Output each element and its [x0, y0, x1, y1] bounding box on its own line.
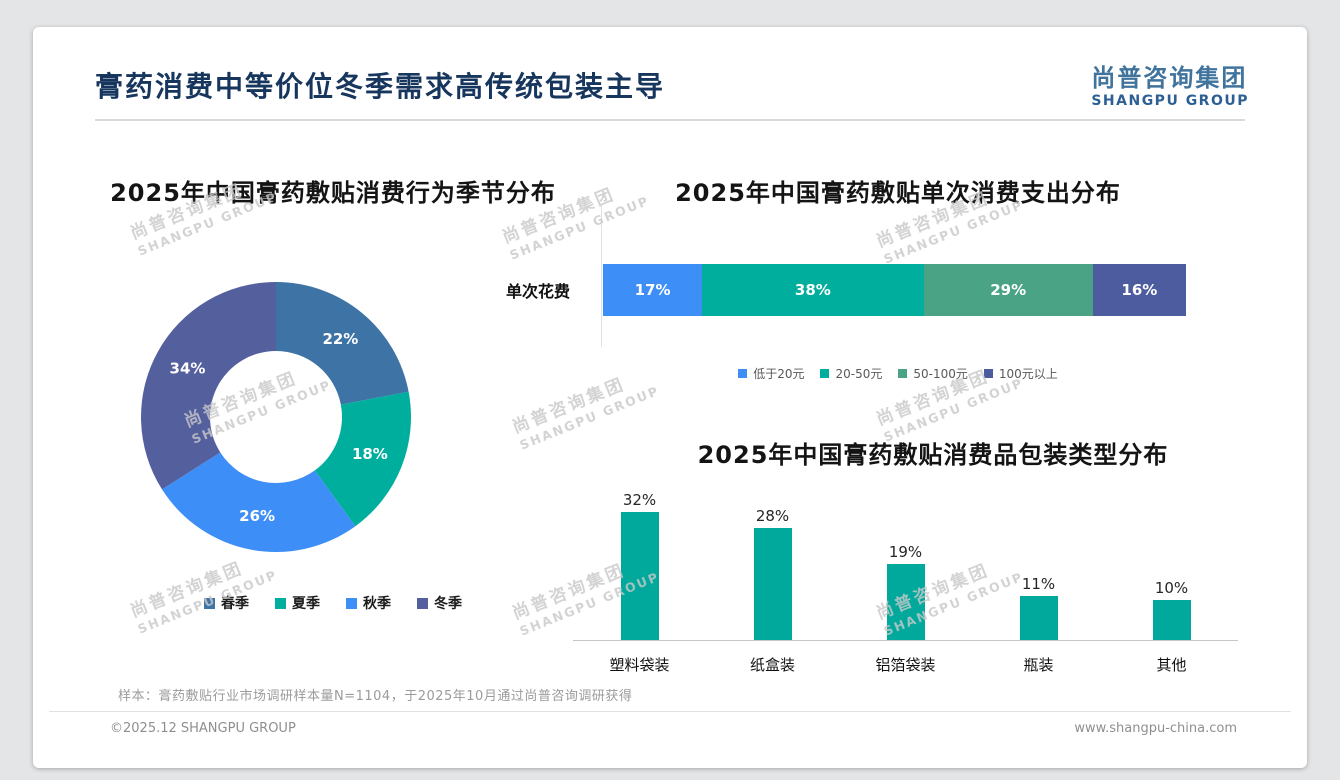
- header: 膏药消费中等价位冬季需求高传统包装主导 尚普咨询集团 SHANGPU GROUP: [95, 64, 1249, 109]
- legend-item-低于20元: 低于20元: [738, 365, 804, 382]
- spend-segment-100元以上: 16%: [1092, 264, 1186, 316]
- watermark-en: SHANGPU GROUP: [517, 382, 662, 453]
- legend-label: 夏季: [292, 596, 320, 612]
- donut-value-label: 26%: [239, 507, 275, 525]
- legend-label: 春季: [221, 596, 249, 612]
- legend-label: 秋季: [363, 596, 391, 612]
- spend-category-label: 单次花费: [505, 282, 570, 301]
- spend-segment-低于20元: 17%: [603, 264, 703, 316]
- donut-segment-春季: [276, 282, 409, 405]
- bar-value-label: 10%: [1154, 579, 1189, 597]
- legend-swatch: [898, 369, 908, 378]
- package-bar-chart: 32% 28% 19% 11% 10% 塑料袋装 纸盒装 铝箔袋装 瓶装 其他: [573, 477, 1238, 675]
- bar-塑料袋装: [620, 512, 659, 640]
- bar-铝箔袋装: [886, 564, 925, 640]
- season-legend: 春季 夏季 秋季 冬季: [58, 593, 608, 613]
- donut-segment-秋季: [162, 452, 356, 553]
- spend-chart-title: 2025年中国膏药敷贴单次消费支出分布: [675, 179, 1121, 207]
- spend-stacked-bar-row: 单次花费 17% 38% 29% 16%: [383, 264, 1186, 316]
- legend-swatch: [417, 597, 428, 609]
- donut-segment-冬季: [141, 282, 276, 490]
- legend-item-100元以上: 100元以上: [983, 365, 1058, 382]
- legend-swatch: [820, 369, 830, 378]
- donut-value-label: 22%: [322, 330, 358, 348]
- spend-segment-50-100元: 29%: [923, 264, 1093, 316]
- legend-item-秋季: 秋季: [346, 593, 391, 613]
- bar-category-label: 塑料袋装: [609, 656, 670, 674]
- legend-swatch: [738, 369, 748, 378]
- legend-swatch: [204, 597, 215, 609]
- slide-card: 膏药消费中等价位冬季需求高传统包装主导 尚普咨询集团 SHANGPU GROUP…: [33, 27, 1307, 768]
- footer-website: www.shangpu-china.com: [1074, 721, 1237, 736]
- sample-footnote: 样本：膏药敷贴行业市场调研样本量N=1104，于2025年10月通过尚普咨询调研…: [118, 689, 633, 704]
- legend-label: 100元以上: [998, 367, 1058, 381]
- legend-item-50-100元: 50-100元: [898, 365, 968, 382]
- legend-swatch: [275, 597, 286, 609]
- bar-value-label: 32%: [622, 491, 657, 509]
- season-donut-chart: 22% 18% 26% 34%: [141, 282, 412, 553]
- page-title: 膏药消费中等价位冬季需求高传统包装主导: [95, 70, 666, 103]
- legend-item-冬季: 冬季: [417, 593, 462, 613]
- bar-category-label: 其他: [1156, 656, 1187, 674]
- bar-category-label: 铝箔袋装: [875, 656, 936, 674]
- legend-label: 低于20元: [753, 367, 805, 381]
- package-bar-column: 11%: [972, 575, 1105, 640]
- bar-value-label: 11%: [1021, 575, 1056, 593]
- footer-copyright: ©2025.12 SHANGPU GROUP: [110, 721, 296, 736]
- donut-value-label: 34%: [170, 359, 206, 377]
- bar-其他: [1152, 600, 1191, 640]
- logo: 尚普咨询集团 SHANGPU GROUP: [1091, 64, 1249, 109]
- package-bar-column: 10%: [1105, 579, 1238, 640]
- legend-label: 20-50元: [835, 367, 883, 381]
- legend-item-夏季: 夏季: [275, 593, 320, 613]
- package-categories: 塑料袋装 纸盒装 铝箔袋装 瓶装 其他: [573, 641, 1238, 675]
- package-bar-column: 19%: [839, 543, 972, 640]
- footer: ©2025.12 SHANGPU GROUP www.shangpu-china…: [110, 721, 1237, 736]
- legend-item-春季: 春季: [204, 593, 249, 613]
- legend-label: 50-100元: [913, 367, 968, 381]
- header-divider: [95, 119, 1245, 121]
- spend-axis-line: [601, 205, 602, 347]
- logo-en-text: SHANGPU GROUP: [1091, 92, 1249, 109]
- spend-segment-20-50元: 38%: [702, 264, 924, 316]
- legend-label: 冬季: [434, 596, 462, 612]
- legend-item-20-50元: 20-50元: [820, 365, 882, 382]
- season-chart-title: 2025年中国膏药敷贴消费行为季节分布: [110, 179, 556, 207]
- bar-category-label: 纸盒装: [749, 656, 795, 674]
- logo-cn-text: 尚普咨询集团: [1091, 64, 1248, 92]
- bar-category-label: 瓶装: [1023, 656, 1054, 674]
- bar-value-label: 19%: [888, 543, 923, 561]
- spend-stacked-bar: 17% 38% 29% 16%: [603, 264, 1186, 316]
- package-bar-column: 32%: [573, 491, 706, 640]
- spend-legend: 低于20元 20-50元 50-100元 100元以上: [633, 365, 1163, 382]
- bar-纸盒装: [753, 528, 792, 640]
- package-bars: 32% 28% 19% 11% 10%: [573, 477, 1238, 641]
- donut-value-label: 18%: [352, 445, 388, 463]
- donut-segment-夏季: [314, 391, 412, 527]
- footer-divider: [49, 711, 1291, 712]
- bar-value-label: 28%: [755, 507, 790, 525]
- package-bar-column: 28%: [706, 507, 839, 640]
- package-chart-title: 2025年中国膏药敷贴消费品包装类型分布: [697, 441, 1169, 469]
- bar-瓶装: [1019, 596, 1058, 640]
- legend-swatch: [983, 369, 993, 378]
- legend-swatch: [346, 597, 357, 609]
